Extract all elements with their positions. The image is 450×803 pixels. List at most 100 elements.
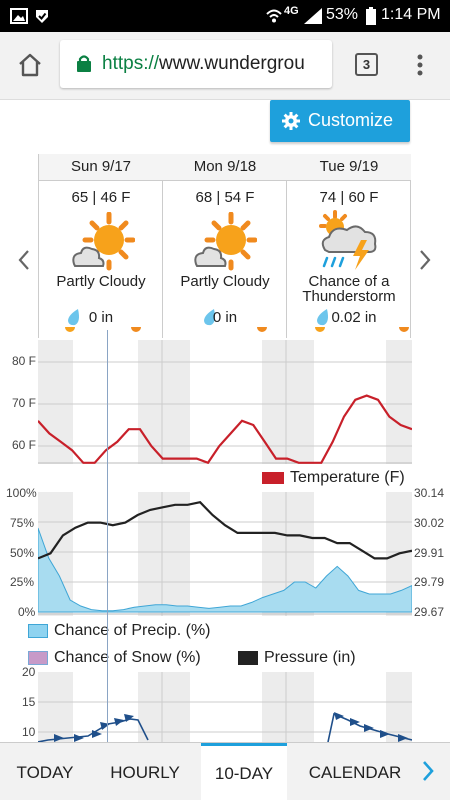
sunrise-icon	[315, 327, 325, 332]
raindrop-icon	[68, 309, 79, 326]
address-bar[interactable]: https://www.wundergrou	[60, 40, 332, 88]
day-condition: Partly Cloudy	[180, 273, 270, 290]
wind-direction-arrow	[54, 734, 64, 742]
day-divider	[162, 154, 163, 338]
network-type: 4G	[284, 5, 299, 17]
y-tick-label: 60 F	[12, 438, 37, 452]
partly-cloudy-icon	[72, 212, 135, 271]
chevron-left-icon[interactable]	[16, 248, 32, 272]
temperature-legend: Temperature (F)	[262, 469, 405, 487]
home-icon[interactable]	[17, 52, 43, 78]
y2-tick-label: 30.02	[414, 516, 445, 530]
day-precip: 0 in	[88, 309, 114, 326]
night-band	[262, 672, 314, 742]
wind-direction-arrow	[364, 724, 374, 732]
pressure-legend: Pressure (in)	[238, 649, 356, 667]
night-band	[38, 672, 73, 742]
tab-10-day[interactable]: 10-DAY	[201, 743, 287, 801]
overflow-menu-icon[interactable]	[416, 52, 424, 78]
y2-tick-label: 30.14	[414, 486, 445, 500]
day-date: Sun 9/17	[39, 154, 163, 181]
pressure-legend-label: Pressure (in)	[264, 649, 356, 666]
forecast-day[interactable]: Sun 9/17 65 | 46 F Partly Cloudy 0 in	[39, 154, 163, 338]
wind-direction-arrow	[114, 718, 124, 726]
temperature-swatch	[262, 471, 284, 484]
url-scheme: https://	[102, 53, 160, 74]
y-tick-label: 25%	[10, 575, 35, 589]
y-tick-label: 70 F	[12, 396, 37, 410]
night-band	[262, 340, 314, 464]
gear-icon	[282, 112, 300, 130]
url-text: https://www.wundergrou	[102, 53, 305, 75]
signal-icon	[304, 8, 322, 24]
tab-count: 3	[362, 57, 371, 72]
day-condition: Partly Cloudy	[56, 273, 146, 290]
day-temps: 65 | 46 F	[71, 189, 131, 206]
forecast-day[interactable]: Tue 9/19 74 | 60 F Chance of a Thunderst…	[287, 154, 411, 338]
url-host: www.wundergrou	[159, 53, 305, 74]
partly-cloudy-icon	[194, 212, 257, 271]
day-precip: 0.02 in	[331, 309, 377, 326]
view-tabs: TODAY HOURLY 10-DAY CALENDAR	[0, 742, 450, 801]
wind-direction-arrow	[124, 714, 134, 722]
sunset-icon	[131, 327, 141, 332]
wind-direction-arrow	[92, 730, 102, 738]
temperature-legend-label: Temperature (F)	[290, 469, 405, 486]
y2-tick-label: 29.67	[414, 605, 445, 619]
y-tick-label: 15	[22, 695, 36, 709]
time-cursor-line[interactable]	[107, 330, 108, 742]
customize-label: Customize	[308, 110, 394, 130]
chevron-right-icon[interactable]	[417, 248, 433, 272]
raindrop-icon	[204, 309, 215, 326]
tab-today[interactable]: TODAY	[16, 763, 74, 782]
night-band	[138, 492, 190, 616]
shield-notification-icon	[36, 10, 48, 23]
night-band	[386, 340, 412, 464]
tab-calendar[interactable]: CALENDAR	[308, 763, 402, 782]
sunset-icon	[257, 327, 267, 332]
y-tick-label: 50%	[10, 546, 35, 560]
tab-hourly[interactable]: HOURLY	[110, 763, 180, 782]
wind-direction-arrow	[74, 734, 84, 742]
lock-icon	[77, 55, 91, 72]
snow-legend: Chance of Snow (%)	[28, 649, 201, 667]
precip-series-area	[38, 527, 412, 613]
precip-pressure-chart[interactable]	[38, 492, 412, 616]
precip-legend-label: Chance of Precip. (%)	[54, 622, 211, 639]
y-tick-label: 20	[22, 665, 36, 679]
y-tick-label: 80 F	[12, 354, 37, 368]
y-tick-label: 0%	[18, 605, 36, 619]
pressure-series-line	[38, 500, 412, 560]
sunset-icon	[399, 327, 409, 332]
day-precip: 0 in	[212, 309, 238, 326]
snow-swatch	[28, 650, 48, 665]
wind-chart[interactable]	[38, 672, 412, 742]
sunrise-icon	[65, 327, 75, 332]
y2-tick-label: 29.91	[414, 546, 445, 560]
temperature-chart[interactable]	[38, 340, 412, 464]
wind-direction-arrow	[380, 730, 390, 738]
pressure-swatch	[238, 650, 258, 665]
precip-swatch	[28, 623, 48, 638]
night-band	[138, 340, 190, 464]
battery-icon	[366, 7, 376, 25]
day-divider	[286, 154, 287, 338]
y-tick-label: 100%	[6, 486, 37, 500]
wind-direction-arrow	[350, 718, 360, 726]
night-band	[386, 672, 412, 742]
forecast-day[interactable]: Mon 9/18 68 | 54 F Partly Cloudy 0 in	[163, 154, 287, 338]
y-tick-label: 10	[22, 725, 36, 739]
chevron-right-icon[interactable]	[420, 759, 436, 783]
y-tick-label: 75%	[10, 516, 35, 530]
clock: 1:14 PM	[381, 6, 441, 23]
y2-tick-label: 29.79	[414, 575, 445, 589]
status-bar: 4G 53% 1:14 PM	[0, 0, 450, 32]
day-condition-line2: Thunderstorm	[302, 288, 396, 305]
night-band	[38, 340, 73, 464]
wind-direction-arrow	[398, 734, 408, 742]
customize-button[interactable]: Customize	[270, 100, 410, 142]
battery-percent: 53%	[326, 6, 359, 23]
day-date: Mon 9/18	[163, 154, 287, 181]
tab-switcher-button[interactable]: 3	[355, 53, 378, 76]
precip-legend: Chance of Precip. (%)	[28, 622, 211, 640]
